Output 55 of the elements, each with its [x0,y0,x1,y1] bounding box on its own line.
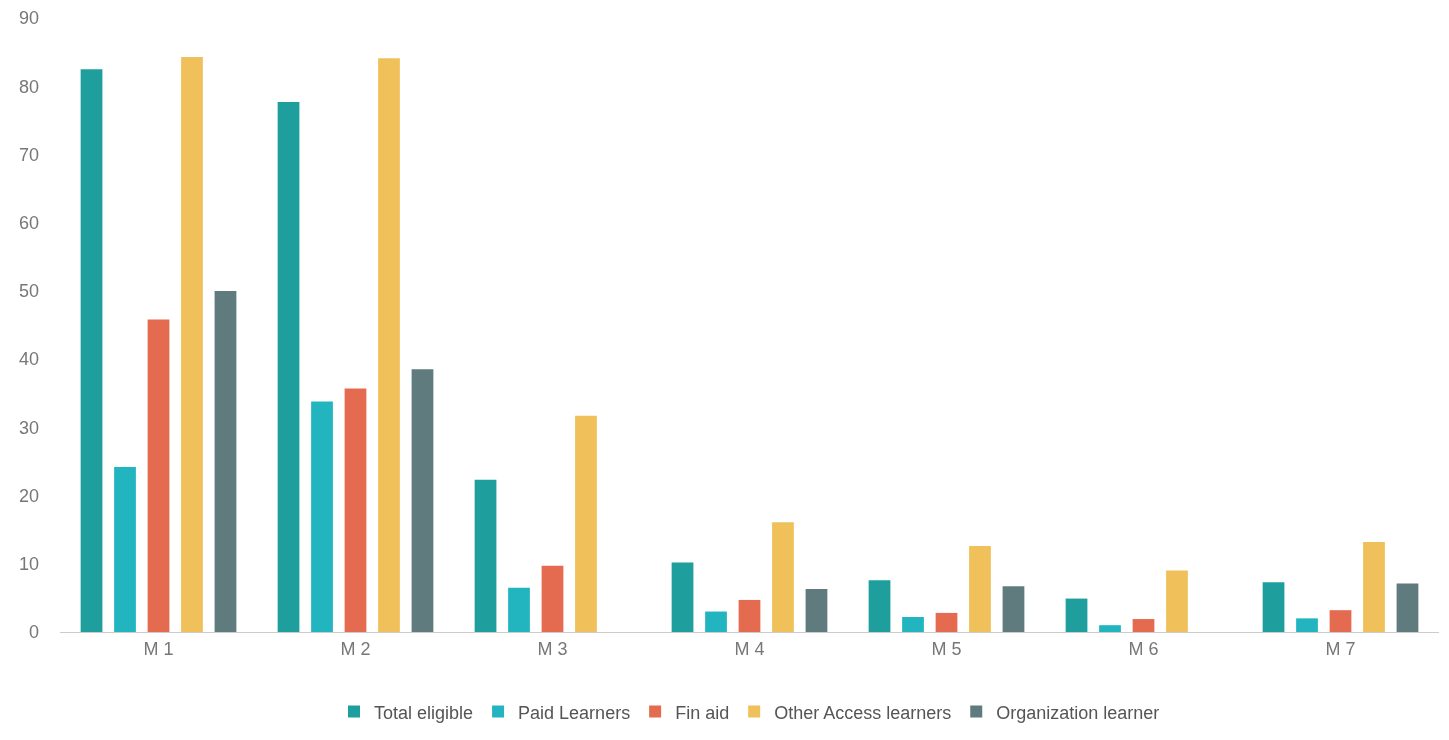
bar [1363,541,1385,632]
bar [969,546,991,632]
x-tick-label: M 5 [931,638,962,659]
bar [772,522,794,632]
bar [868,580,891,632]
bar [277,101,300,632]
y-tick-label: 20 [18,485,39,506]
y-tick-label: 30 [18,417,39,438]
bar [214,290,237,632]
bar [181,56,203,632]
y-tick-label: 60 [18,212,39,233]
bar [1296,618,1318,632]
bar [902,616,924,632]
bar [411,369,434,632]
bar [1132,619,1155,632]
y-tick-label: 70 [18,144,39,165]
x-tick-label: M 6 [1128,638,1159,659]
bar [1099,625,1121,632]
bar [378,58,400,632]
bar [575,415,597,632]
x-tick-label: M 7 [1325,638,1356,659]
bar [935,612,958,632]
y-tick-label: 10 [18,554,39,575]
bar [114,466,136,632]
x-tick-label: M 3 [537,638,568,659]
y-tick-label: 80 [18,76,39,97]
x-tick-label: M 1 [143,638,174,659]
legend-label: Fin aid [675,702,730,723]
bar [508,587,530,632]
legend-label: Total eligible [374,702,474,723]
y-tick-label: 90 [18,8,39,29]
x-tick-label: M 2 [340,638,371,659]
bar [1065,598,1088,632]
x-tick-label: M 4 [734,638,765,659]
bar [1329,610,1352,632]
bar [705,611,727,632]
bar [738,599,761,632]
bar [80,69,103,632]
legend-label: Other Access learners [774,702,952,723]
bar [541,565,564,632]
bar [1262,582,1285,632]
bar [474,479,497,632]
bar [671,562,694,632]
bar [1166,570,1188,632]
bar [344,388,367,632]
bar [311,401,333,632]
legend-label: Paid Learners [518,702,631,723]
legend-label: Organization learner [996,702,1160,723]
bar [805,589,828,632]
y-tick-label: 50 [18,281,39,302]
bar [1002,586,1025,632]
y-tick-label: 0 [28,622,39,643]
bar [1396,583,1419,632]
bar [147,319,170,632]
y-tick-label: 40 [18,349,39,370]
